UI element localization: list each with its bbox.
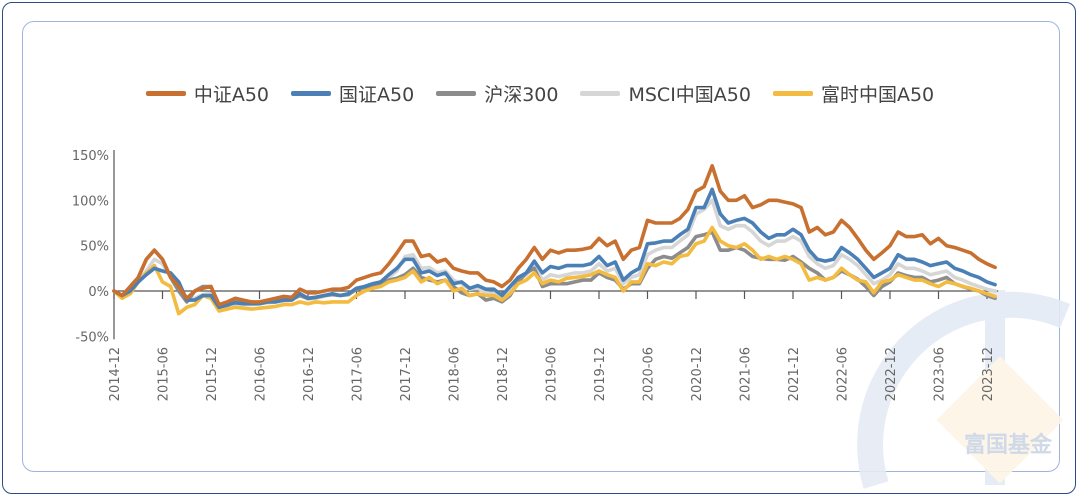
legend-item: 富时中国A50: [772, 80, 935, 107]
x-tick-label: 2015-06: [157, 347, 172, 401]
y-tick-label: 50%: [80, 240, 109, 255]
y-tick-label: 100%: [72, 194, 109, 209]
series-line-0: [112, 164, 997, 307]
legend-item: 中证A50: [145, 80, 270, 107]
chart-card: [22, 21, 1060, 472]
legend-item: 沪深300: [436, 80, 558, 107]
y-tick-label: 0%: [88, 285, 109, 300]
x-tick-label: 2018-06: [448, 347, 463, 401]
legend-label: 沪深300: [484, 84, 559, 106]
x-tick-label: 2015-12: [205, 347, 220, 401]
x-tick-label: 2018-12: [496, 347, 511, 401]
x-tick-label: 2021-12: [787, 347, 802, 401]
legend-swatch: [436, 91, 477, 96]
watermark-ring: [857, 291, 1071, 489]
x-tick-label: 2023-06: [933, 347, 948, 401]
x-tick-label: 2020-06: [642, 347, 657, 401]
x-tick-label: 2017-06: [351, 347, 366, 401]
y-tick-label: 150%: [72, 149, 109, 164]
legend-label: 国证A50: [339, 84, 415, 106]
x-tick-label: 2022-06: [836, 347, 851, 401]
x-tick-label: 2023-12: [981, 347, 996, 401]
x-tick-label: 2019-12: [593, 347, 608, 401]
chart-legend: 中证A50 国证A50 沪深300 MSCI中国A50 富时中国A50: [0, 80, 1080, 107]
y-tick-label: -50%: [75, 330, 109, 345]
legend-label: 富时中国A50: [820, 84, 935, 106]
legend-label: MSCI中国A50: [628, 84, 751, 106]
x-tick-label: 2022-12: [884, 347, 899, 401]
legend-label: 中证A50: [193, 84, 270, 106]
watermark-diamond: [936, 356, 1064, 484]
legend-swatch: [145, 91, 186, 96]
x-tick-label: 2019-06: [545, 347, 560, 401]
legend-swatch: [291, 91, 332, 96]
x-tick-label: 2016-12: [302, 347, 317, 401]
x-tick-label: 2016-06: [254, 347, 269, 401]
x-tick-label: 2021-06: [739, 347, 754, 401]
x-tick-label: 2017-12: [399, 347, 414, 401]
x-tick-label: 2014-12: [108, 347, 123, 401]
legend-swatch: [772, 91, 813, 96]
watermark-text: 富国基金: [964, 432, 1053, 458]
legend-item: 国证A50: [291, 80, 414, 107]
x-tick-label: 2020-12: [690, 347, 705, 401]
series-line-4: [112, 225, 997, 316]
legend-swatch: [580, 91, 621, 96]
legend-item: MSCI中国A50: [580, 80, 751, 107]
